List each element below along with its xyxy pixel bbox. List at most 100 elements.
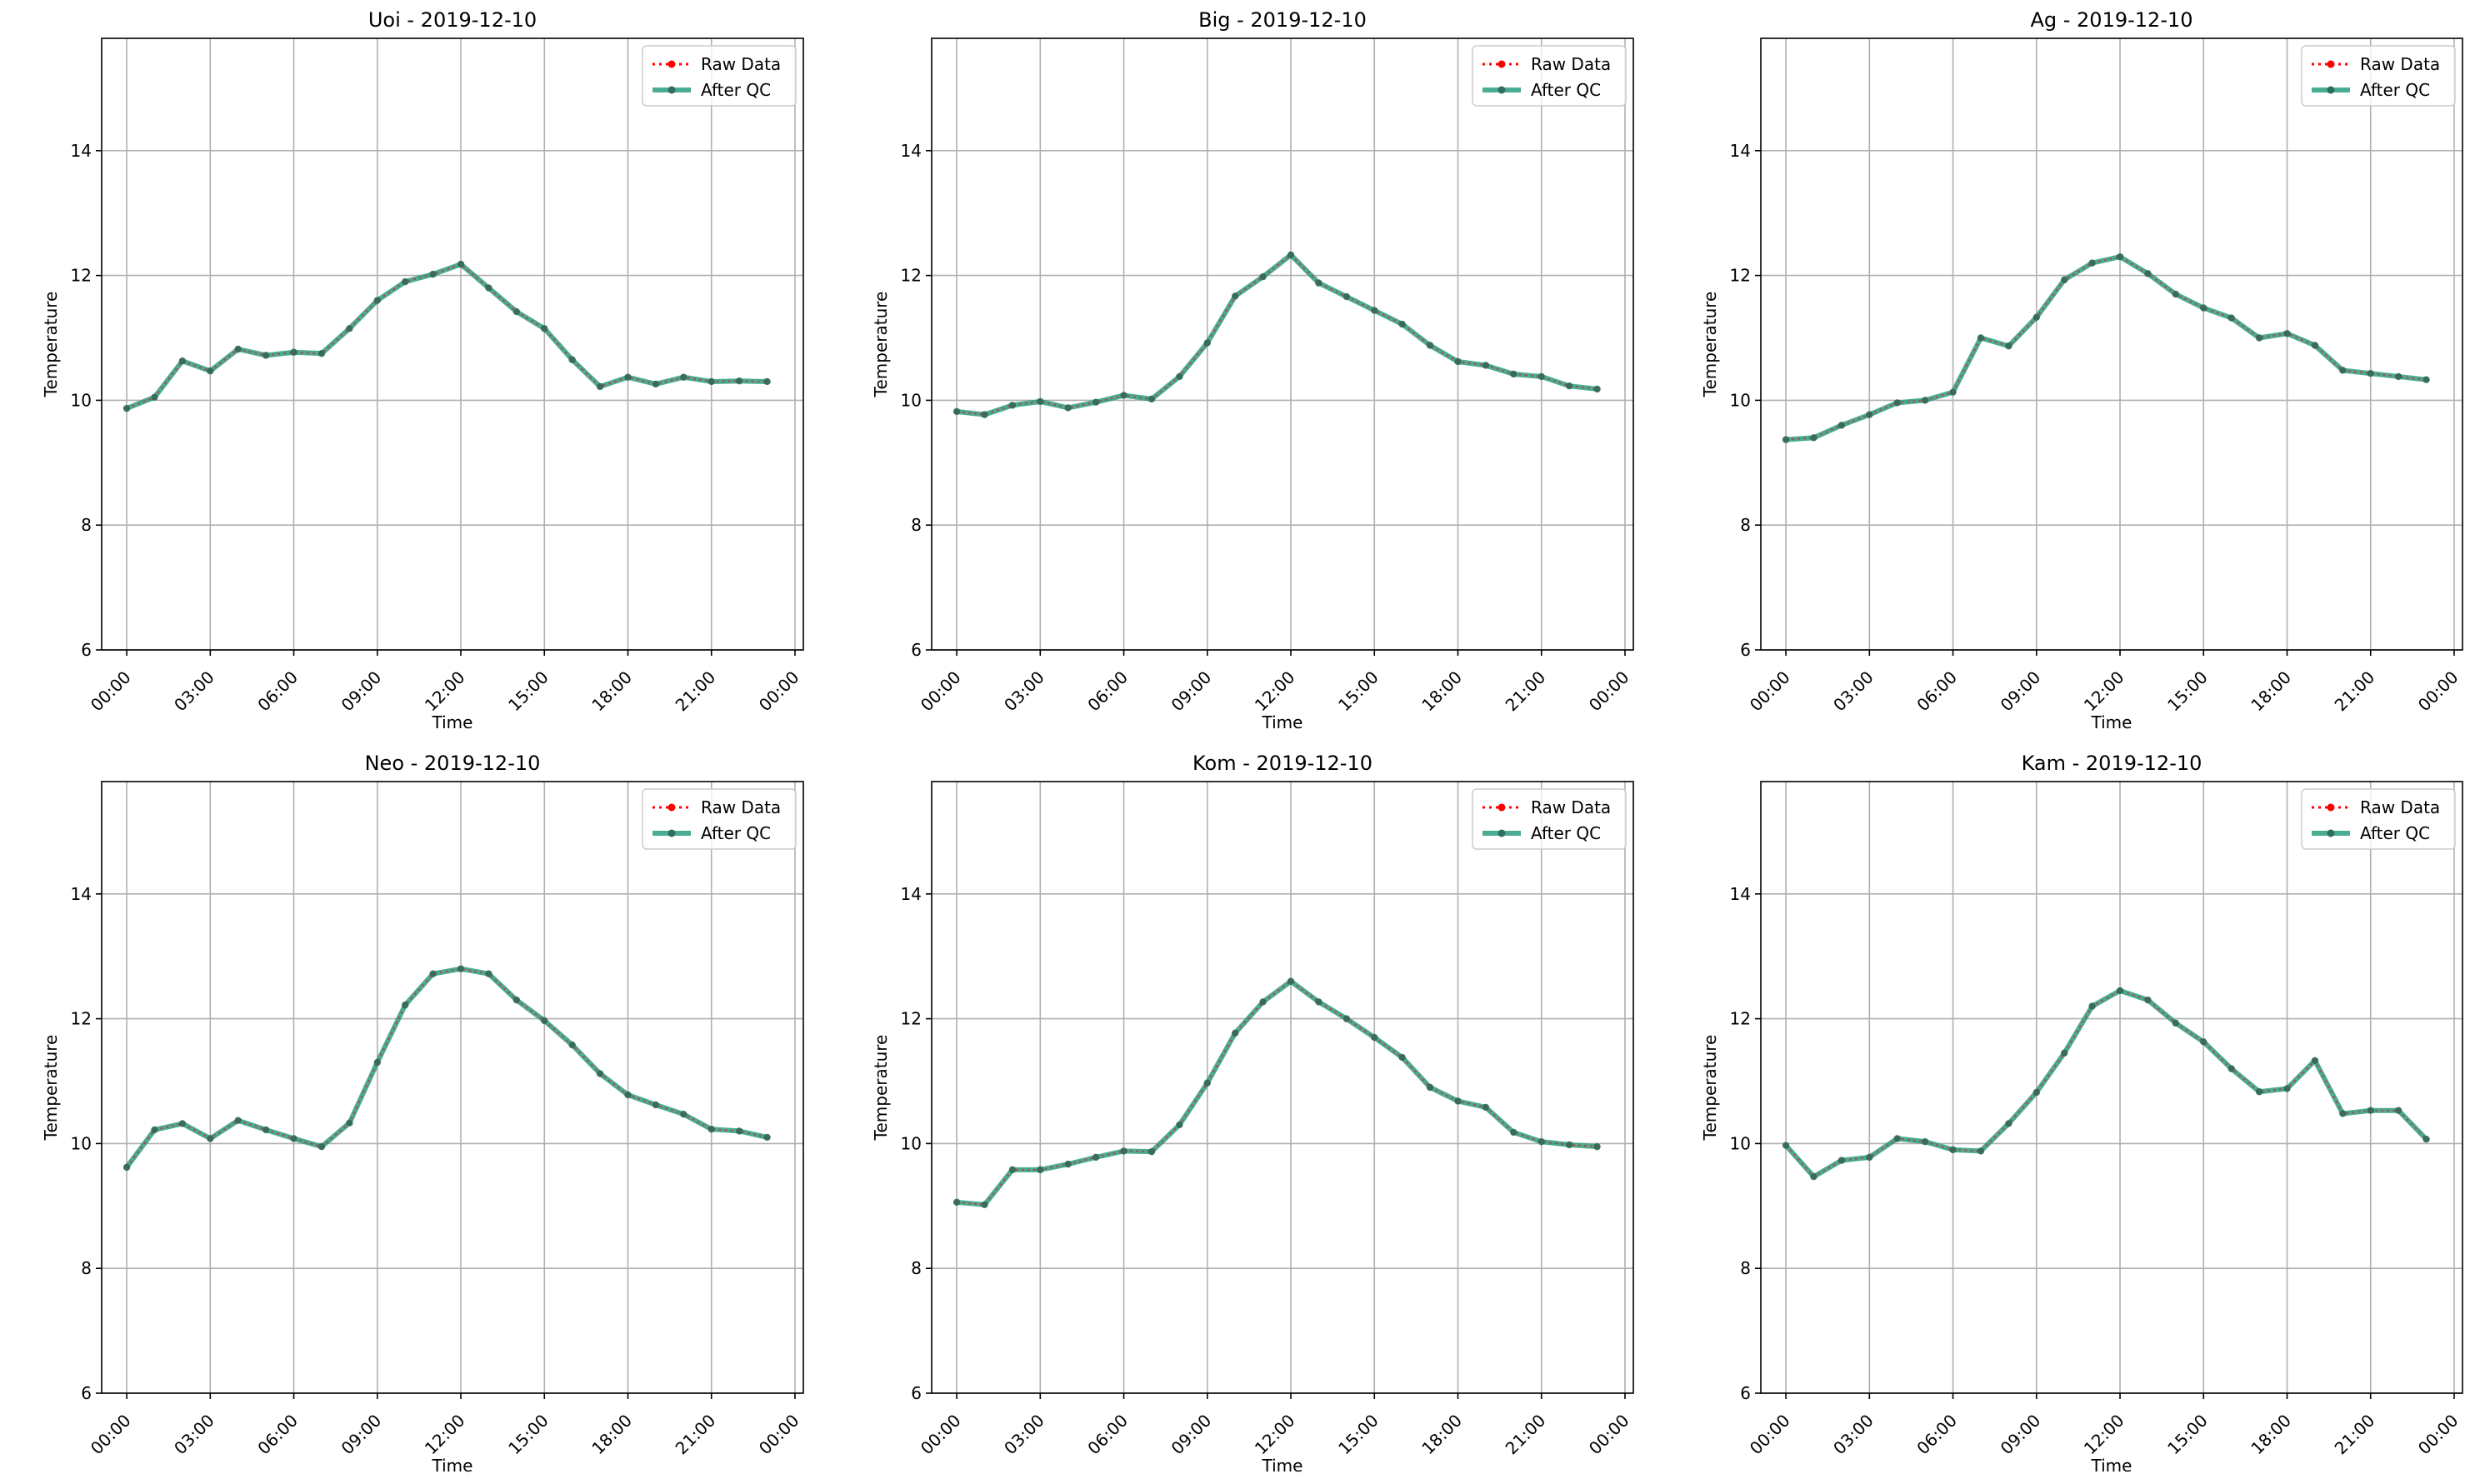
x-tick-label: 15:00 [2163, 667, 2212, 716]
after-qc-point [485, 970, 492, 977]
after-qc-point [763, 377, 771, 386]
panel-title: Ag - 2019-12-10 [2030, 8, 2192, 32]
after-qc-point [2228, 314, 2235, 322]
legend-qc-marker [668, 829, 676, 837]
axes-frame [931, 781, 1634, 1394]
after-qc-point [1454, 357, 1462, 366]
x-tick-label: 00:00 [1585, 1411, 1633, 1459]
series-line-raw-data [126, 262, 768, 410]
after-qc-point [2422, 1135, 2430, 1143]
x-tick-label: 21:00 [672, 1411, 720, 1459]
after-qc-point [1259, 272, 1267, 281]
series-line-raw-data [1785, 989, 2428, 1178]
legend-raw-label: Raw Data [701, 54, 781, 74]
x-tick-label: 12:00 [1251, 1411, 1299, 1459]
after-qc-point [1977, 334, 1985, 342]
x-tick-label: 18:00 [2247, 667, 2295, 716]
after-qc-point [1593, 385, 1601, 393]
x-tick-label: 00:00 [917, 1411, 965, 1459]
x-tick-label: 06:00 [253, 667, 302, 716]
panel-title: Kam - 2019-12-10 [2022, 752, 2202, 775]
panel-title: Kom - 2019-12-10 [1192, 752, 1372, 775]
legend-raw-marker [2327, 803, 2335, 812]
after-qc-point [1120, 392, 1128, 399]
after-qc-point [318, 350, 326, 357]
after-qc-point [2311, 342, 2319, 349]
x-tick-label: 09:00 [1997, 1411, 2045, 1459]
legend-raw-label: Raw Data [2360, 797, 2440, 817]
series-line-after-qc [1783, 254, 2429, 442]
y-tick-label: 6 [911, 640, 922, 660]
x-tick-label: 21:00 [672, 667, 720, 716]
y-tick-label: 14 [1730, 884, 1751, 904]
after-qc-point [1949, 1146, 1957, 1154]
x-tick-label: 00:00 [87, 1411, 135, 1459]
after-qc-point [401, 277, 409, 286]
y-tick-label: 10 [901, 1133, 922, 1153]
after-qc-point [541, 1017, 548, 1025]
legend-raw-marker [1498, 60, 1506, 68]
after-qc-point [1866, 411, 1873, 418]
y-axis-label: Temperature [41, 292, 61, 398]
y-tick-label: 14 [901, 141, 922, 161]
after-qc-point [207, 1135, 214, 1142]
after-qc-point [1203, 1079, 1211, 1087]
x-tick-label: 09:00 [1168, 1411, 1216, 1459]
legend-raw-marker [668, 803, 676, 812]
legend-raw-marker [668, 60, 676, 68]
y-tick-label: 6 [1740, 1383, 1751, 1403]
y-tick-label: 12 [1730, 1009, 1751, 1029]
after-qc-point [1398, 320, 1406, 328]
after-qc-point [1092, 398, 1100, 406]
series-line-raw-data [1786, 256, 2427, 441]
after-qc-point [2032, 313, 2040, 321]
after-qc-point [1426, 1083, 1434, 1092]
after-qc-point [2144, 996, 2152, 1004]
after-qc-point [207, 367, 214, 375]
after-qc-point [735, 377, 743, 385]
legend: Raw Data After QC [642, 788, 797, 850]
panel-5: Kam - 2019-12-10 00:00 03:00 06:00 09:00 12:0… [1700, 752, 2463, 1476]
after-qc-point [178, 1120, 187, 1127]
y-tick-label: 12 [901, 1009, 922, 1029]
panel-1: Big - 2019-12-10 00:00 03:00 06:00 09:00 12:0… [871, 8, 1634, 732]
after-qc-point [234, 345, 242, 353]
after-qc-point [1371, 307, 1378, 314]
legend-qc-marker [1498, 86, 1506, 94]
after-qc-point [2367, 1107, 2374, 1114]
after-qc-point [2144, 270, 2152, 277]
after-qc-point [2032, 1088, 2040, 1097]
after-qc-point [1866, 1153, 1873, 1162]
x-tick-label: 09:00 [338, 667, 386, 716]
y-tick-label: 14 [71, 884, 92, 904]
after-qc-point [485, 284, 492, 292]
series-line-raw-data [956, 253, 1598, 416]
after-qc-point [1008, 402, 1017, 409]
after-qc-point [708, 1125, 715, 1133]
legend-qc-label: After QC [701, 823, 771, 843]
after-qc-point [290, 348, 298, 356]
x-tick-label: 03:00 [170, 667, 218, 716]
after-qc-point [1287, 251, 1295, 259]
after-qc-point [262, 352, 270, 359]
legend: Raw Data After QC [2301, 45, 2456, 107]
x-axis-label: Time [1262, 712, 1303, 732]
after-qc-point [2200, 1038, 2208, 1046]
after-qc-point [2005, 1120, 2012, 1127]
y-tick-label: 8 [81, 515, 92, 535]
after-qc-point [1342, 1015, 1351, 1022]
after-qc-point [1482, 1103, 1490, 1112]
legend-raw-label: Raw Data [1531, 54, 1611, 74]
after-qc-point [318, 1142, 326, 1151]
after-qc-point [568, 1041, 576, 1049]
y-tick-label: 12 [71, 1009, 92, 1029]
panel-0: Uoi - 2019-12-10 00:00 03:00 06:00 09:00 12:0… [41, 8, 804, 732]
after-qc-point [1064, 404, 1072, 412]
legend: Raw Data After QC [1472, 45, 1627, 107]
after-qc-point [234, 1117, 242, 1124]
legend-qc-marker [2327, 86, 2335, 94]
after-qc-point [1259, 998, 1267, 1006]
x-tick-label: 06:00 [1083, 1411, 1132, 1459]
after-qc-point [2283, 1085, 2291, 1092]
after-qc-point [1454, 1097, 1462, 1105]
